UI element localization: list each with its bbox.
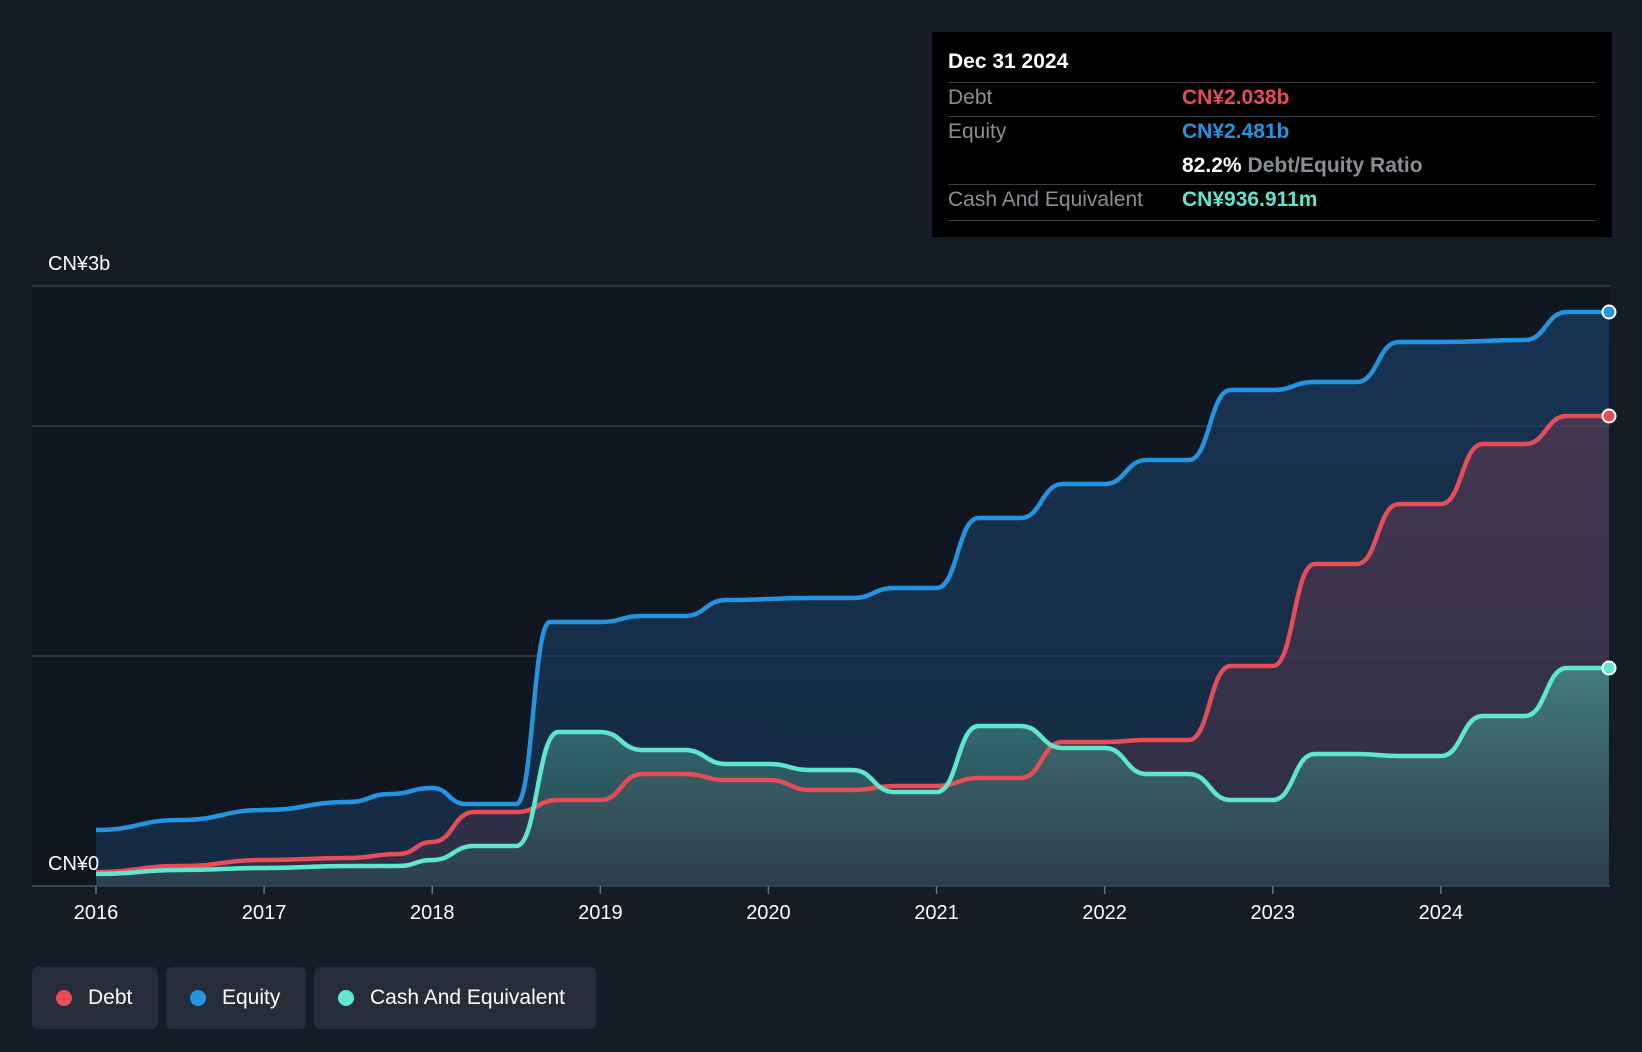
cash-and-equivalent-line [95, 665, 1609, 877]
tooltip-divider [948, 116, 1596, 117]
tooltip-divider [948, 82, 1596, 83]
tooltip-panel: Dec 31 2024 Debt CN¥2.038b Equity CN¥2.4… [932, 32, 1612, 237]
tooltip-debt-value: CN¥2.038b [1182, 86, 1290, 109]
debt-dot-icon [56, 990, 72, 1006]
y-axis-top-label: CN¥3b [48, 253, 110, 275]
debt-line [95, 413, 1609, 875]
tooltip-debt-label: Debt [948, 86, 993, 109]
equity-line [95, 309, 1609, 833]
x-tick-label: 2018 [410, 902, 455, 924]
tooltip-divider [948, 220, 1596, 221]
legend-item-equity[interactable]: Equity [166, 967, 306, 1029]
x-axis: 2016 2017 2018 2019 2020 2021 2022 2023 2024 [74, 886, 1463, 924]
tooltip-ratio: 82.2% Debt/Equity Ratio [1182, 154, 1423, 178]
x-tick-label: 2020 [746, 902, 791, 924]
x-tick-label: 2022 [1082, 902, 1127, 924]
legend-equity-label: Equity [222, 986, 281, 1009]
tooltip-equity-label: Equity [948, 120, 1007, 143]
x-tick-label: 2021 [914, 902, 959, 924]
tooltip-divider [948, 184, 1596, 185]
debt-area [96, 416, 1609, 886]
tooltip-cash-value: CN¥936.911m [1182, 188, 1318, 211]
tooltip-ratio-value: 82.2% [1182, 154, 1242, 177]
x-tick-label: 2024 [1419, 902, 1464, 924]
legend-cash-label: Cash And Equivalent [370, 986, 565, 1009]
x-tick-label: 2023 [1251, 902, 1296, 924]
end-markers [1601, 304, 1617, 676]
debt-end-dot [1601, 408, 1617, 424]
legend-debt-label: Debt [88, 986, 133, 1009]
y-axis-bottom-label: CN¥0 [48, 853, 99, 875]
tooltip-equity-value: CN¥2.481b [1182, 120, 1290, 143]
cash-and-equivalent-area [96, 668, 1609, 886]
equity-dot-icon [190, 990, 206, 1006]
x-tick-label: 2019 [578, 902, 623, 924]
cash-dot-icon [338, 990, 354, 1006]
tooltip-date: Dec 31 2024 [948, 50, 1069, 73]
tooltip-ratio-label: Debt/Equity Ratio [1247, 154, 1423, 177]
tooltip-cash-label: Cash And Equivalent [948, 188, 1143, 211]
x-tick-label: 2016 [74, 902, 119, 924]
series-lines [95, 309, 1609, 877]
legend-item-debt[interactable]: Debt [32, 967, 158, 1029]
cash-and-equivalent-end-dot [1601, 660, 1617, 676]
x-tick-label: 2017 [242, 902, 287, 924]
equity-end-dot [1601, 304, 1617, 320]
legend-item-cash[interactable]: Cash And Equivalent [314, 967, 596, 1029]
